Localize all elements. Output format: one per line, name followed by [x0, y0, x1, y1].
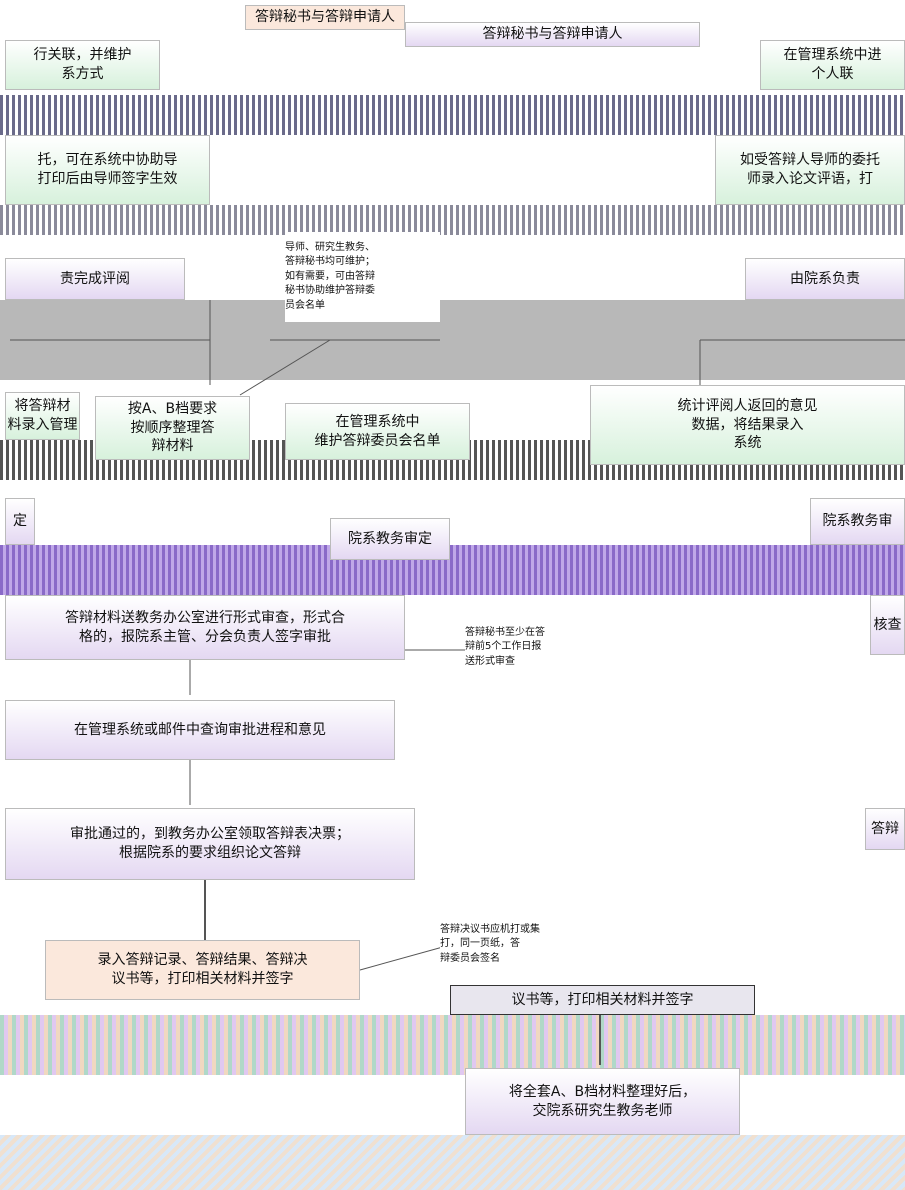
node-text: 如受答辩人导师的委托	[740, 152, 880, 169]
flow-node: 议书等，打印相关材料并签字	[450, 985, 755, 1015]
node-text: 数据，将结果录入	[691, 416, 804, 433]
node-text: 导师、研究生教务、	[285, 241, 375, 253]
flow-node: 答辩秘书至少在答 辩前5个工作日报 送形式审查	[465, 615, 605, 680]
node-text: 议书等，打印相关材料并签字	[511, 991, 694, 1008]
node-text: 统计评阅人返回的意见	[677, 397, 818, 414]
node-text: 答辩材料送教务办公室进行形式审查，形式合	[65, 609, 345, 626]
flow-node: 答辩秘书与答辩申请人	[405, 22, 700, 47]
flow-node: 核查	[870, 595, 905, 655]
connector	[359, 649, 465, 971]
flow-node: 在管理系统或邮件中查询审批进程和意见	[5, 700, 395, 760]
flow-node: 定	[5, 498, 35, 545]
node-text: 辩材料	[151, 438, 194, 455]
flow-node: 答辩材料送教务办公室进行形式审查，形式合 格的，报院系主管、分会负责人签字审批	[5, 595, 405, 660]
flow-node: 答辩	[865, 808, 905, 850]
node-text: 责完成评阅	[60, 270, 130, 287]
node-text: 托，可在系统中协助导	[37, 152, 178, 169]
node-text: 议书等，打印相关材料并签字	[111, 971, 294, 987]
node-text: 系方式	[61, 66, 104, 82]
flow-node: 院系教务审	[810, 498, 905, 545]
node-text: 录入答辩记录、答辩结果、答辩决	[97, 952, 308, 969]
flow-node: 行关联，并维护 系方式	[5, 40, 160, 90]
node-text: 审批通过的，到教务办公室领取答辩表决票；	[70, 826, 350, 843]
flow-node: 答辩决议书应机打或集 打，同一页纸，答 辩委员会签名	[440, 912, 625, 977]
flow-node: 将答辩材 料录入管理	[5, 392, 80, 440]
node-text: 根据院系的要求组织论文答辩	[119, 845, 301, 861]
flow-node: 责完成评阅	[5, 258, 185, 300]
background-band	[0, 95, 905, 135]
node-text: 按顺序整理答	[130, 419, 215, 436]
node-text: 维护答辩委员会名单	[314, 432, 441, 449]
flow-node: 在管理系统中进 个人联	[760, 40, 905, 90]
node-text: 答辩秘书至少在答	[465, 626, 545, 638]
connector	[699, 339, 905, 385]
flow-node: 院系教务审定	[330, 518, 450, 560]
node-text: 将全套A、B档材料整理好后，	[508, 1083, 697, 1100]
flow-node: 托，可在系统中协助导 打印后由导师签字生效	[5, 135, 210, 205]
node-text: 答辩秘书与答辩申请人	[482, 26, 623, 43]
node-text: 院系教务审	[822, 513, 893, 530]
node-text: 秘书协助维护答辩委	[285, 285, 375, 297]
node-text: 系统	[733, 435, 762, 452]
node-text: 辩前5个工作日报	[465, 641, 542, 653]
flow-node: 将全套A、B档材料整理好后， 交院系研究生教务老师	[465, 1068, 740, 1135]
flow-node: 按A、B档要求 按顺序整理答 辩材料	[95, 396, 250, 460]
connector	[10, 300, 440, 396]
node-text: 按A、B档要求	[127, 400, 218, 417]
node-text: 打，同一页纸，答	[440, 938, 520, 950]
node-text: 交院系研究生教务老师	[532, 1102, 673, 1119]
node-text: 将答辩材	[14, 398, 71, 415]
node-text: 行关联，并维护	[33, 47, 132, 64]
node-text: 答辩秘书均可维护；	[285, 256, 375, 268]
node-text: 在管理系统中进	[783, 47, 882, 64]
background-band	[0, 1135, 905, 1190]
flow-node: 审批通过的，到教务办公室领取答辩表决票； 根据院系的要求组织论文答辩	[5, 808, 415, 880]
node-text: 辩委员会签名	[440, 952, 500, 964]
flow-node: 如受答辩人导师的委托 师录入论文评语，打	[715, 135, 905, 205]
background-band	[0, 545, 905, 595]
node-text: 送形式审查	[465, 655, 515, 667]
node-text: 答辩决议书应机打或集	[440, 923, 540, 935]
flow-node: 由院系负责	[745, 258, 905, 300]
node-text: 格的，报院系主管、分会负责人签字审批	[79, 628, 331, 645]
flow-node: 录入答辩记录、答辩结果、答辩决 议书等，打印相关材料并签字	[45, 940, 360, 1000]
node-text: 师录入论文评语，打	[747, 171, 873, 187]
node-text: 如有需要，可由答辩	[285, 270, 375, 282]
node-text: 答辩秘书与答辩申请人	[255, 9, 395, 26]
flow-node: 导师、研究生教务、 答辩秘书均可维护； 如有需要，可由答辩 秘书协助维护答辩委 员会名单	[285, 232, 440, 322]
node-text: 定	[13, 513, 27, 530]
node-text: 由院系负责	[790, 270, 860, 287]
node-text: 在管理系统中	[335, 413, 420, 430]
node-text: 核查	[873, 616, 902, 633]
node-text: 料录入管理	[7, 417, 78, 433]
node-text: 个人联	[811, 66, 854, 82]
flow-node: 统计评阅人返回的意见 数据，将结果录入 系统	[590, 385, 905, 465]
background-band	[0, 205, 905, 235]
node-text: 答辩	[871, 820, 899, 837]
flow-node: 答辩秘书与答辩申请人	[245, 5, 405, 30]
node-text: 打印后由导师签字生效	[37, 171, 178, 187]
node-text: 员会名单	[285, 299, 325, 311]
background-band	[0, 1015, 905, 1075]
flow-node: 在管理系统中维护答辩委员会名单	[285, 403, 470, 460]
node-text: 在管理系统或邮件中查询审批进程和意见	[74, 721, 326, 738]
node-text: 院系教务审定	[348, 530, 432, 547]
